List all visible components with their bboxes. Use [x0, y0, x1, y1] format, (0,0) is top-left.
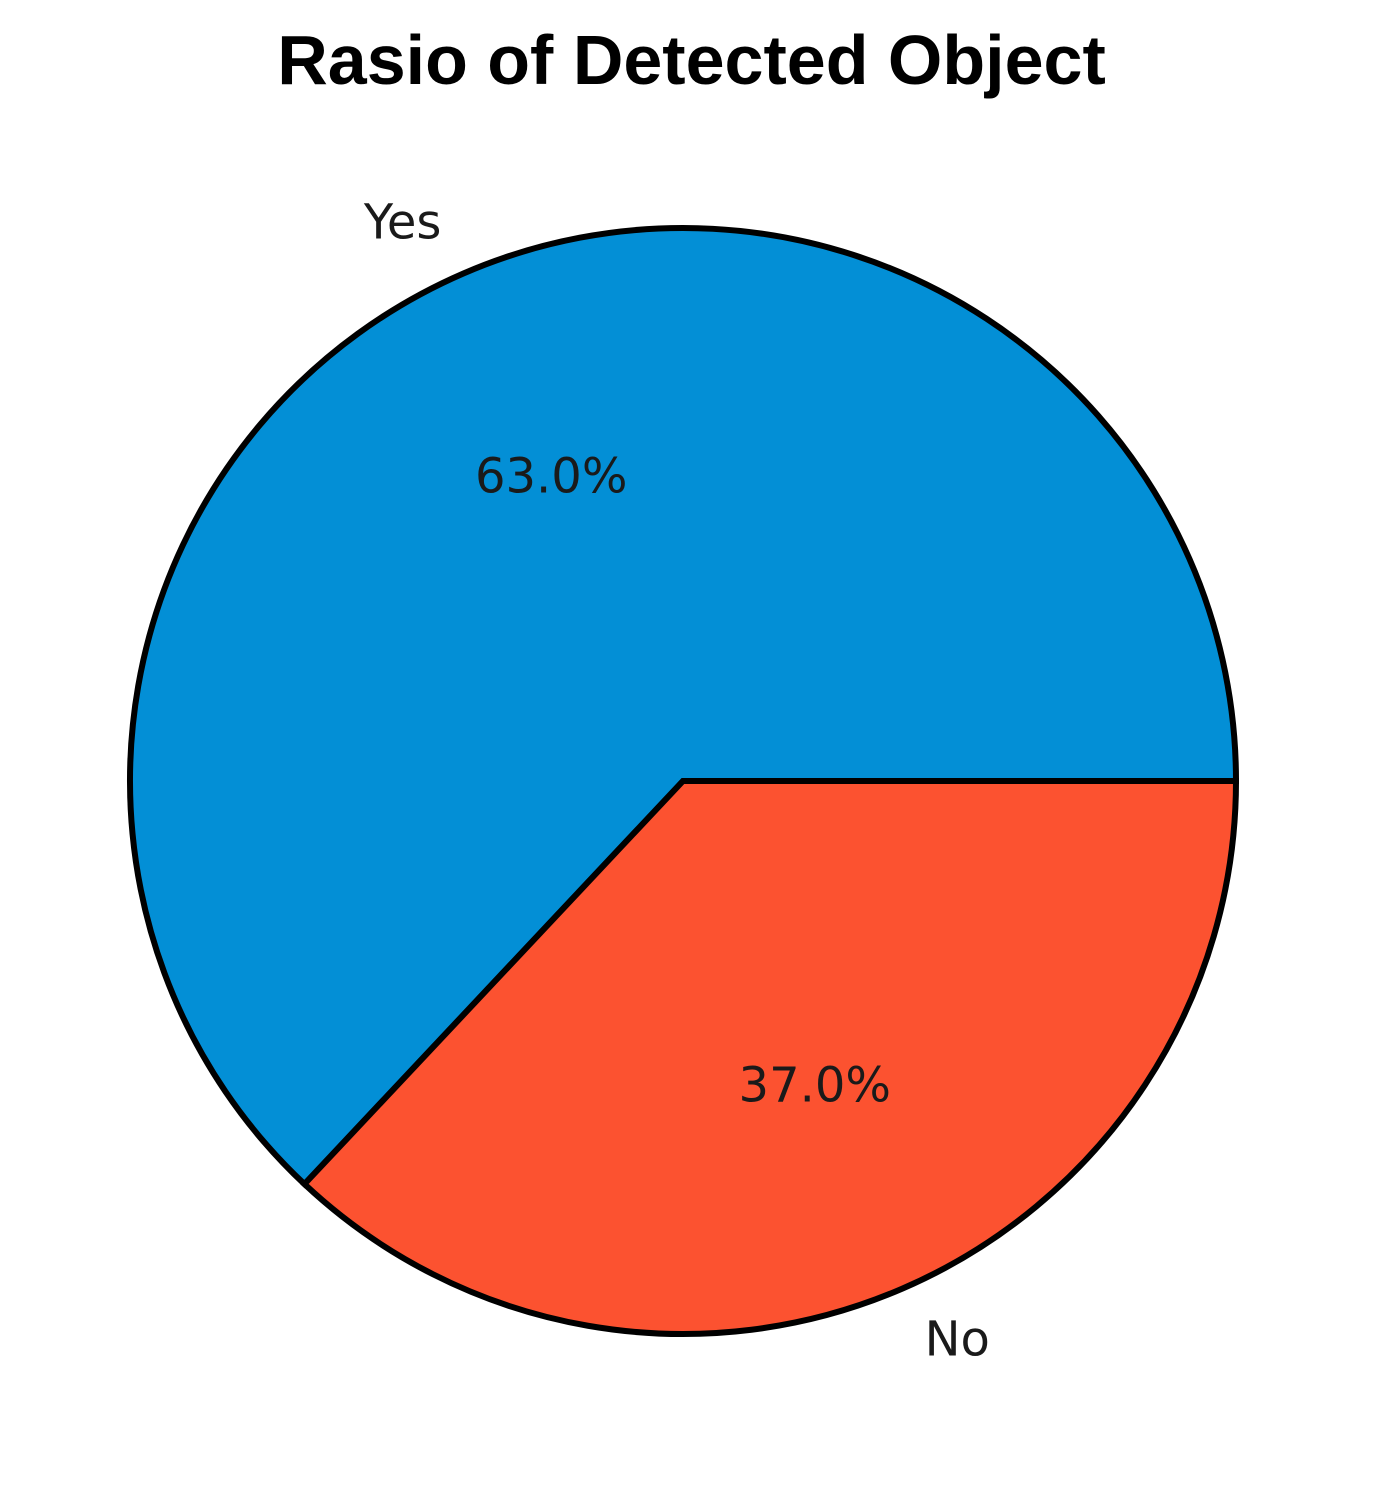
chart-title: Rasio of Detected Object: [277, 21, 1106, 99]
pie-slice-yes: [127, 225, 1240, 1189]
pct-label-no: 37.0%: [739, 1058, 891, 1114]
slice-label-yes: Yes: [363, 195, 441, 251]
pct-label-yes: 63.0%: [475, 448, 627, 504]
pie-slice-no: [300, 778, 1240, 1337]
pie-slices: [127, 225, 1240, 1337]
pie-labels: Yes 63.0% No 37.0%: [363, 195, 990, 1368]
slice-label-no: No: [925, 1311, 990, 1367]
